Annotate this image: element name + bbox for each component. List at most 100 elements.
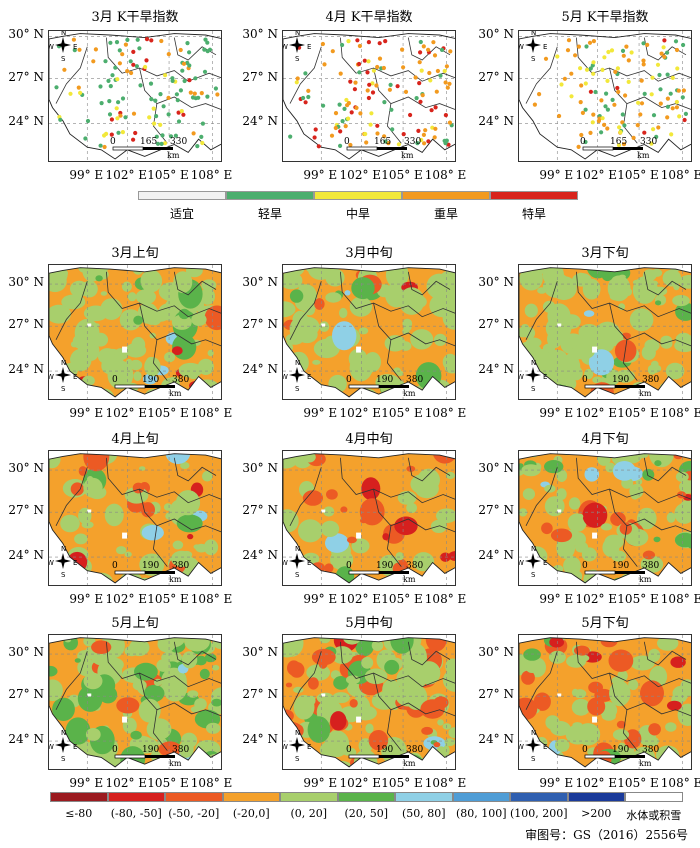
- station-dot: [108, 40, 113, 45]
- station-dot: [120, 52, 125, 57]
- scale-tick: 330: [404, 137, 421, 147]
- station-dot: [590, 120, 595, 125]
- top-lat-label: 30° N: [478, 27, 514, 42]
- province-boundary: [407, 271, 451, 296]
- station-dot: [674, 47, 680, 53]
- top-lon-label: 108° E: [660, 168, 700, 182]
- station-dot: [615, 66, 620, 71]
- top-lon-label: 99° E: [539, 168, 574, 182]
- station-dot: [445, 85, 450, 90]
- province-boundary: [373, 303, 455, 347]
- scale-unit: km: [169, 575, 182, 584]
- station-dot: [605, 78, 610, 83]
- station-dot: [176, 110, 181, 115]
- station-dot: [152, 121, 157, 126]
- station-dot: [131, 111, 137, 116]
- station-dot: [114, 106, 119, 111]
- dekad-lat-label: 24° N: [478, 548, 514, 563]
- station-dot: [562, 76, 567, 81]
- compass-letter: E: [543, 43, 547, 51]
- station-dot: [306, 88, 311, 93]
- station-dot: [557, 113, 562, 119]
- dekad-title: 4月下旬: [581, 432, 629, 447]
- compass-letter: S: [61, 55, 66, 63]
- station-dot: [170, 78, 175, 83]
- station-dot: [588, 66, 593, 71]
- compass-letter: S: [295, 755, 300, 763]
- scale-tick: 0: [582, 745, 588, 755]
- dekad-lat-label: 30° N: [8, 461, 44, 476]
- scale-unit: km: [403, 575, 416, 584]
- station-dot: [433, 105, 438, 110]
- map-approval-number: 审图号：GS（2016）2556号: [525, 828, 688, 842]
- compass-letter: W: [519, 559, 524, 567]
- station-dot: [417, 60, 422, 65]
- station-dot: [377, 41, 382, 46]
- top-lat-label: 27° N: [8, 69, 44, 84]
- station-dot: [599, 98, 604, 103]
- station-dot: [418, 39, 423, 45]
- dekad-title: 4月中旬: [345, 432, 393, 447]
- scale-tick: 190: [612, 745, 629, 755]
- station-dot: [448, 49, 453, 54]
- scale-unit: km: [403, 389, 416, 398]
- station-dot: [366, 59, 371, 64]
- compass-letter: W: [283, 743, 288, 751]
- station-dot: [346, 101, 351, 106]
- station-dot: [137, 46, 142, 51]
- station-dot: [626, 58, 631, 63]
- station-dot: [99, 101, 104, 106]
- station-dot: [681, 42, 686, 48]
- station-dot: [161, 104, 166, 109]
- scale-tick: 190: [376, 745, 393, 755]
- compass-letter: N: [295, 545, 300, 553]
- station-dot: [431, 40, 436, 45]
- scale-bar: 0 190 380 km: [582, 745, 659, 768]
- station-dot: [182, 78, 187, 84]
- legend-label: (20, 50]: [344, 807, 389, 820]
- station-dot: [623, 93, 628, 98]
- province-boundary: [152, 525, 168, 567]
- station-dot: [654, 134, 659, 139]
- top-lon-label: 105° E: [617, 168, 659, 182]
- dekad-lon-label: 105° E: [617, 406, 659, 420]
- station-dot: [375, 123, 380, 128]
- station-dot: [569, 94, 574, 99]
- compass-letter: E: [543, 743, 547, 751]
- station-dot: [631, 135, 636, 140]
- compass-letter: N: [61, 729, 66, 737]
- station-dot: [588, 89, 593, 94]
- station-dot: [329, 133, 335, 138]
- compass-icon: N SW E: [49, 545, 77, 579]
- station-dot: [176, 119, 182, 124]
- top-lon-label: 102° E: [339, 168, 382, 182]
- station-dot: [680, 95, 685, 100]
- compass-letter: W: [519, 43, 524, 51]
- scale-tick: 330: [170, 137, 187, 147]
- station-dot: [651, 127, 656, 132]
- station-dot: [134, 64, 139, 69]
- dekad-lat-label: 24° N: [8, 732, 44, 747]
- region-outline: [519, 33, 691, 160]
- scale-tick: 380: [642, 745, 659, 755]
- station-dot: [420, 93, 425, 98]
- scale-tick: 380: [172, 375, 189, 385]
- station-dot: [107, 99, 112, 104]
- station-dot: [580, 110, 585, 115]
- compass-icon: N SW E: [283, 729, 311, 763]
- station-dot: [661, 45, 666, 50]
- compass-letter: S: [295, 571, 300, 579]
- station-dot: [419, 137, 424, 143]
- station-dot: [120, 96, 126, 101]
- station-dot: [617, 125, 622, 130]
- station-dot: [602, 55, 607, 60]
- province-boundary: [55, 46, 88, 104]
- station-dot: [191, 131, 196, 136]
- station-dot: [401, 65, 406, 70]
- province-boundary: [55, 281, 88, 340]
- station-dot: [133, 130, 138, 136]
- legend-swatch: [165, 792, 223, 802]
- scale-tick: 0: [112, 561, 118, 571]
- station-dot: [200, 121, 205, 126]
- station-dot: [83, 136, 88, 141]
